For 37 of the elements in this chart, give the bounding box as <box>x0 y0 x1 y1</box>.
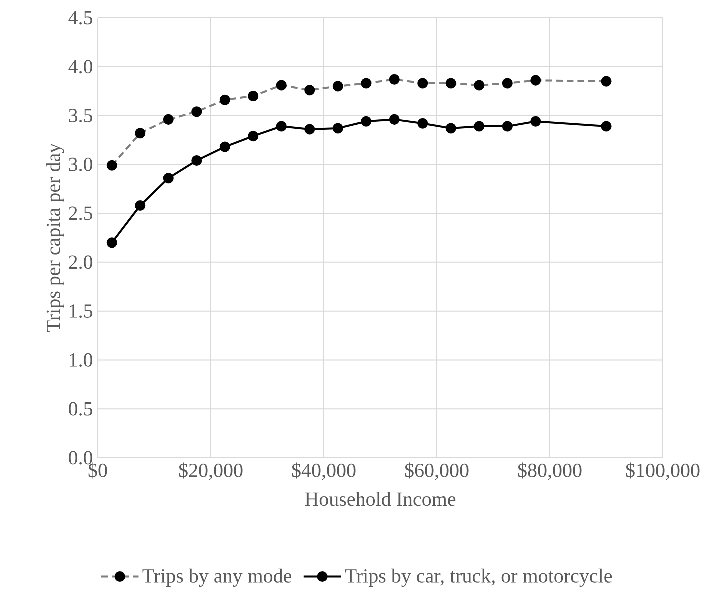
x-tick-label: $60,000 <box>405 462 469 480</box>
point <box>106 238 118 248</box>
point <box>530 116 542 127</box>
x-tick-label: $80,000 <box>518 462 582 480</box>
point <box>474 121 485 132</box>
y-tick-label: 2.5 <box>69 206 93 220</box>
legend-label: Trips by car, truck, or motorcycle <box>345 568 612 588</box>
point <box>361 116 372 127</box>
point <box>248 131 259 142</box>
y-tick-label: 0.5 <box>69 402 93 416</box>
y-tick-label: 1.5 <box>70 304 93 318</box>
point <box>601 121 612 132</box>
x-tick-label: $40,000 <box>292 462 356 480</box>
y-tick-label: 2.0 <box>69 256 93 270</box>
point <box>276 121 287 132</box>
legend-label: Trips by any mode <box>142 568 292 588</box>
point <box>220 142 230 152</box>
point <box>502 121 513 132</box>
x-axis-title: Household Income <box>305 492 456 506</box>
y-tick-label: 3.5 <box>69 109 93 123</box>
point <box>304 124 316 135</box>
x-tick-label: $20,000 <box>179 462 243 480</box>
point <box>446 123 456 134</box>
y-tick-label: 1.0 <box>70 353 93 368</box>
point <box>332 123 344 134</box>
point <box>192 155 202 166</box>
y-tick-label: 4.5 <box>68 11 93 25</box>
x-tick-label: $100,000 <box>626 462 700 480</box>
x-tick-label: $0 <box>88 462 108 479</box>
point <box>418 118 428 129</box>
y-tick-label: 3.0 <box>69 158 93 172</box>
point <box>135 200 146 211</box>
point <box>163 173 174 184</box>
y-axis-title: Trips per capita per day <box>46 143 64 332</box>
point <box>389 114 400 125</box>
y-tick-label: 0.0 <box>69 451 93 465</box>
y-tick-label: 4.0 <box>68 60 93 74</box>
